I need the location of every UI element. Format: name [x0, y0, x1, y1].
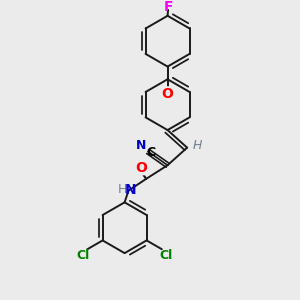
Text: Cl: Cl — [77, 249, 90, 262]
Text: H: H — [118, 183, 127, 196]
Text: H: H — [192, 139, 202, 152]
Text: Cl: Cl — [159, 249, 172, 262]
Text: O: O — [136, 161, 148, 175]
Text: O: O — [162, 87, 173, 101]
Text: F: F — [164, 0, 173, 14]
Text: N: N — [136, 139, 146, 152]
Text: C: C — [146, 146, 155, 159]
Text: N: N — [125, 183, 136, 196]
